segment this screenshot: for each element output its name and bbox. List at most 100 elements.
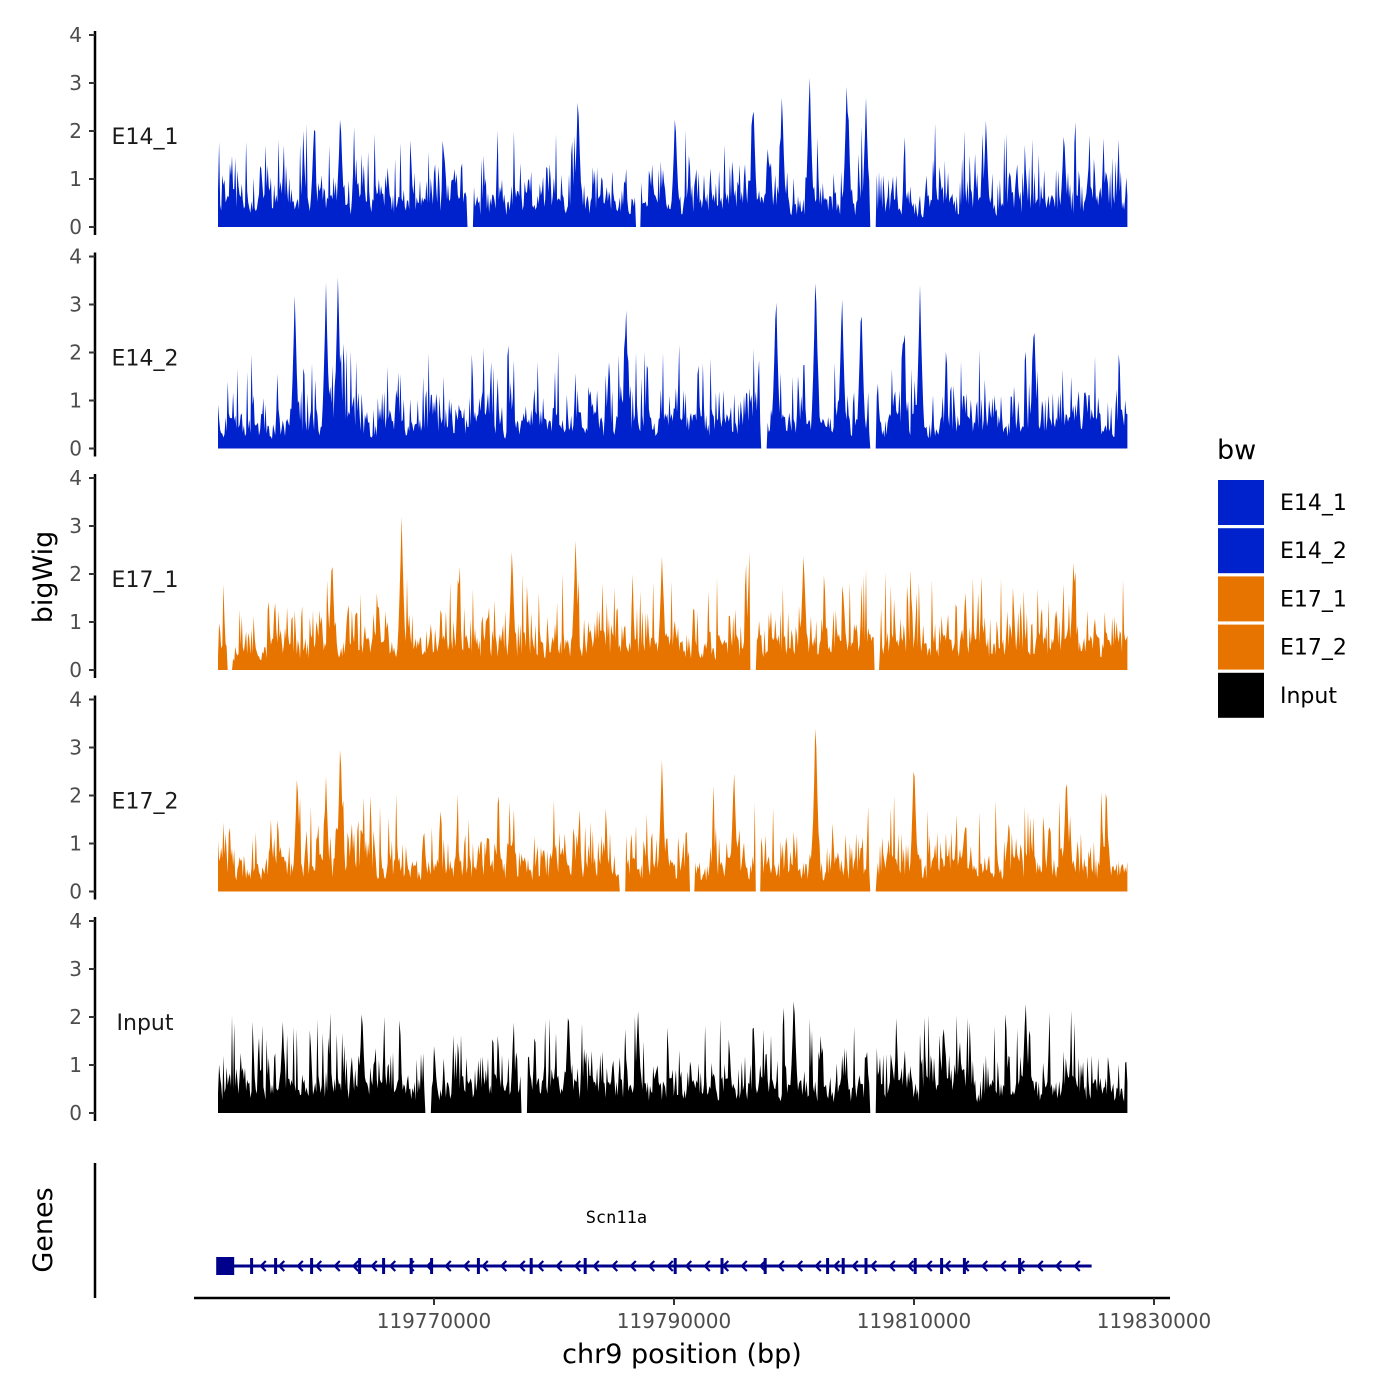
y-tick-label: 1 <box>69 167 82 191</box>
track-label: Input <box>117 1011 174 1036</box>
coverage-tracks: 0 1 2 3 4 E14_1 0 1 2 3 4 E14_2 0 1 2 3 4 E17_1 0 1 2 3 4 E17_2… <box>69 23 1128 1125</box>
strand-arrow <box>592 1260 600 1272</box>
y-tick-label: 3 <box>69 71 82 95</box>
strand-arrow <box>943 1260 952 1272</box>
y-tick-label: 1 <box>69 832 82 856</box>
track-label: E14_1 <box>112 125 179 150</box>
track-e14-1: 0 1 2 3 4 E14_1 <box>69 23 1128 239</box>
coverage-area <box>218 728 1128 892</box>
gene-exon <box>1018 1258 1022 1274</box>
strand-arrow <box>370 1260 378 1272</box>
gene-exon <box>826 1258 830 1274</box>
track-label: E17_1 <box>112 568 179 593</box>
strand-arrow <box>740 1260 748 1272</box>
genes-track: Genes Scn11a <box>28 1163 1092 1298</box>
strand-arrow <box>444 1260 452 1272</box>
gene-name-label: Scn11a <box>586 1208 647 1228</box>
y-tick-label: 0 <box>69 437 82 461</box>
strand-arrow <box>832 1260 841 1272</box>
strand-arrow <box>925 1260 933 1272</box>
strand-arrow <box>629 1260 637 1272</box>
strand-arrow <box>1036 1260 1044 1272</box>
legend-title: bw <box>1217 435 1256 466</box>
track-label: E17_2 <box>112 790 179 815</box>
y-tick-label: 1 <box>69 389 82 413</box>
gene-exon <box>358 1258 362 1274</box>
legend-key <box>1218 672 1264 718</box>
strand-arrow <box>555 1260 563 1272</box>
strand-arrow <box>1073 1260 1081 1272</box>
gene-exon <box>382 1258 386 1274</box>
strand-arrow <box>462 1260 471 1272</box>
gene-exon <box>310 1258 314 1274</box>
y-tick-label: 0 <box>69 658 82 682</box>
gene-exon <box>763 1258 767 1274</box>
y-tick-label: 1 <box>69 1053 82 1077</box>
genes-axis-title: Genes <box>28 1187 59 1272</box>
y-tick-label: 3 <box>69 514 82 538</box>
gene-exon <box>216 1257 235 1275</box>
y-tick-label: 2 <box>69 341 82 365</box>
gene-exon <box>864 1258 868 1274</box>
gene-model <box>216 1257 1092 1275</box>
gene-exon <box>841 1258 845 1274</box>
y-tick-label: 0 <box>69 215 82 239</box>
legend-label: E17_2 <box>1280 636 1347 661</box>
track-e17-1: 0 1 2 3 4 E17_1 <box>69 466 1128 682</box>
gene-exon <box>529 1258 533 1274</box>
strand-arrow <box>647 1260 656 1272</box>
strand-arrow <box>703 1260 711 1272</box>
strand-arrow <box>869 1260 878 1272</box>
strand-arrow <box>1054 1260 1063 1272</box>
strand-arrow <box>314 1260 323 1272</box>
y-tick-label: 4 <box>69 909 82 933</box>
gene-exon <box>962 1258 966 1274</box>
strand-arrow <box>610 1260 619 1272</box>
strand-arrow <box>259 1260 267 1272</box>
strand-arrow <box>296 1260 304 1272</box>
coverage-area <box>218 77 1128 227</box>
y-tick-label: 4 <box>69 466 82 490</box>
strand-arrow <box>333 1260 341 1272</box>
strand-arrow <box>481 1260 489 1272</box>
strand-arrow <box>980 1260 989 1272</box>
coverage-area <box>218 516 1128 670</box>
legend-key <box>1218 528 1264 574</box>
x-tick-label: 119790000 <box>617 1309 732 1333</box>
legend-label: E17_1 <box>1280 587 1347 612</box>
gene-exon <box>430 1258 434 1274</box>
strand-arrow <box>851 1260 859 1272</box>
y-tick-label: 4 <box>69 688 82 712</box>
gene-exon <box>913 1258 917 1274</box>
gene-exon <box>940 1258 944 1274</box>
strand-arrow <box>795 1260 804 1272</box>
strand-arrow <box>906 1260 915 1272</box>
y-tick-label: 3 <box>69 957 82 981</box>
legend-label: E14_1 <box>1280 491 1347 516</box>
y-tick-label: 4 <box>69 245 82 269</box>
gene-exon <box>673 1258 677 1274</box>
strand-arrow <box>666 1260 674 1272</box>
y-tick-label: 4 <box>69 23 82 47</box>
y-tick-label: 0 <box>69 1101 82 1125</box>
y-tick-label: 3 <box>69 293 82 317</box>
y-tick-label: 2 <box>69 562 82 586</box>
track-e14-2: 0 1 2 3 4 E14_2 <box>69 245 1128 461</box>
strand-arrow <box>814 1260 822 1272</box>
strand-arrow <box>277 1260 286 1272</box>
strand-arrow <box>573 1260 582 1272</box>
coverage-area <box>218 1001 1128 1113</box>
gene-exon <box>250 1258 254 1274</box>
strand-arrow <box>518 1260 526 1272</box>
legend-label: Input <box>1280 684 1337 709</box>
track-input: 0 1 2 3 4 Input <box>69 909 1128 1125</box>
strand-arrow <box>999 1260 1007 1272</box>
x-tick-label: 119830000 <box>1097 1309 1212 1333</box>
gene-exon <box>720 1258 724 1274</box>
strand-arrow <box>351 1260 360 1272</box>
legend-key <box>1218 576 1264 622</box>
gene-exon <box>583 1258 587 1274</box>
coverage-area <box>218 277 1128 449</box>
y-tick-label: 2 <box>69 1005 82 1029</box>
